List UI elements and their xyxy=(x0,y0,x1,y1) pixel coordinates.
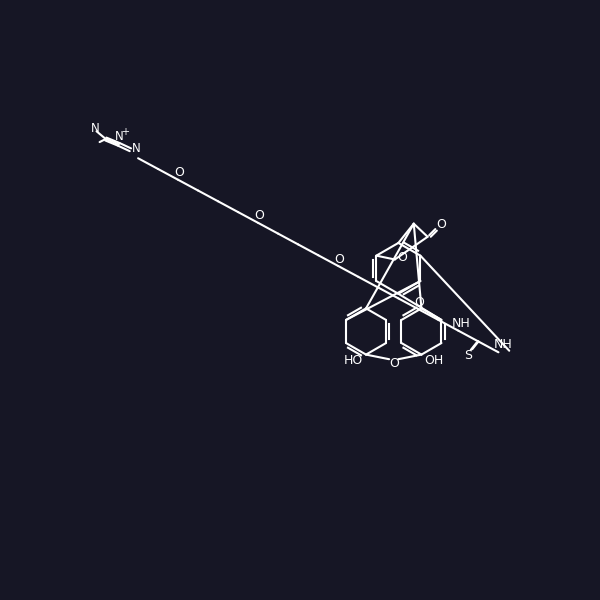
Text: N: N xyxy=(115,130,124,143)
Text: N: N xyxy=(131,142,140,155)
Text: HO: HO xyxy=(344,354,364,367)
Text: O: O xyxy=(174,166,184,179)
Text: +: + xyxy=(121,127,129,137)
Text: O: O xyxy=(414,296,424,309)
Text: NH: NH xyxy=(452,317,471,329)
Text: NH: NH xyxy=(494,338,512,351)
Text: S: S xyxy=(464,349,472,362)
Text: O: O xyxy=(436,218,446,231)
Text: N: N xyxy=(91,122,100,135)
Text: O: O xyxy=(334,253,344,266)
Text: O: O xyxy=(389,358,398,370)
Text: OH: OH xyxy=(424,354,443,367)
Text: O: O xyxy=(397,251,407,265)
Text: O: O xyxy=(254,209,264,223)
